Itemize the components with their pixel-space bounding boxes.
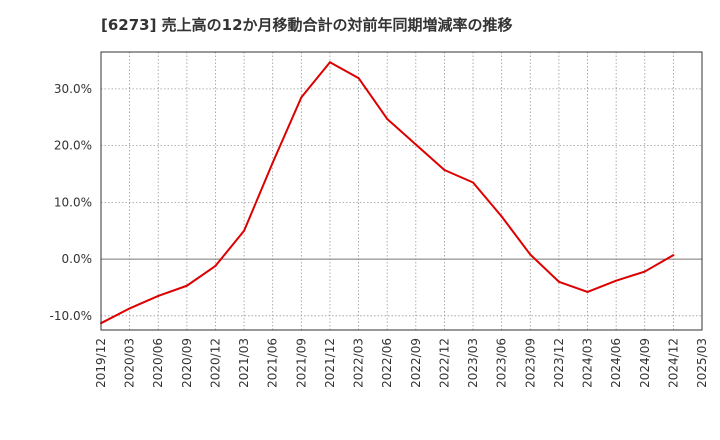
x-tick-label: 2020/03: [123, 338, 137, 388]
data-point: [557, 280, 560, 283]
x-tick-label: 2020/06: [151, 338, 165, 388]
data-point: [529, 253, 532, 256]
x-tick-label: 2019/12: [94, 338, 108, 388]
plot-frame: [100, 51, 703, 331]
data-point: [472, 181, 475, 184]
y-tick-label: -10.0%: [50, 309, 92, 323]
x-tick-label: 2021/03: [237, 338, 251, 388]
y-tick-label: 30.0%: [54, 82, 92, 96]
x-tick-label: 2023/03: [466, 338, 480, 388]
x-tick-label: 2023/06: [495, 338, 509, 388]
data-point: [414, 143, 417, 146]
x-tick-label: 2021/06: [266, 338, 280, 388]
data-point: [243, 229, 246, 232]
grid-lines: [101, 52, 702, 330]
data-point: [271, 161, 274, 164]
x-tick-label: 2022/12: [437, 338, 451, 388]
x-axis-ticks: 2019/12 2020/03 2020/06 2020/09 2020/12 2021/…: [94, 338, 709, 388]
chart-title: [6273] 売上高の12か月移動合計の対前年同期増減率の推移: [101, 16, 513, 34]
y-axis-ticks: -10.0% 0.0% 10.0% 20.0% 30.0%: [50, 82, 92, 323]
x-tick-label: 2024/06: [609, 338, 623, 388]
data-point: [357, 77, 360, 80]
data-point: [300, 96, 303, 99]
x-tick-label: 2024/09: [638, 338, 652, 388]
data-point: [214, 264, 217, 267]
series-layer: [100, 61, 675, 325]
data-point: [643, 270, 646, 273]
data-point: [586, 290, 589, 293]
data-point: [185, 284, 188, 287]
data-point: [386, 117, 389, 120]
x-tick-label: 2022/06: [380, 338, 394, 388]
x-tick-label: 2024/12: [666, 338, 680, 388]
plot-border: [100, 51, 703, 331]
data-point: [328, 61, 331, 64]
y-tick-label: 20.0%: [54, 139, 92, 153]
x-tick-label: 2023/09: [523, 338, 537, 388]
data-point: [615, 279, 618, 282]
data-point: [157, 294, 160, 297]
x-tick-label: 2022/03: [352, 338, 366, 388]
y-tick-label: 0.0%: [62, 252, 93, 266]
x-tick-label: 2020/12: [208, 338, 222, 388]
x-tick-label: 2024/03: [581, 338, 595, 388]
x-tick-label: 2025/03: [695, 338, 709, 388]
y-tick-label: 10.0%: [54, 195, 92, 209]
x-tick-label: 2021/09: [294, 338, 308, 388]
x-tick-label: 2023/12: [552, 338, 566, 388]
data-point: [443, 169, 446, 172]
data-point: [128, 307, 131, 310]
data-point: [672, 254, 675, 257]
x-tick-label: 2021/12: [323, 338, 337, 388]
x-tick-label: 2020/09: [180, 338, 194, 388]
data-point: [500, 215, 503, 218]
x-tick-label: 2022/09: [409, 338, 423, 388]
